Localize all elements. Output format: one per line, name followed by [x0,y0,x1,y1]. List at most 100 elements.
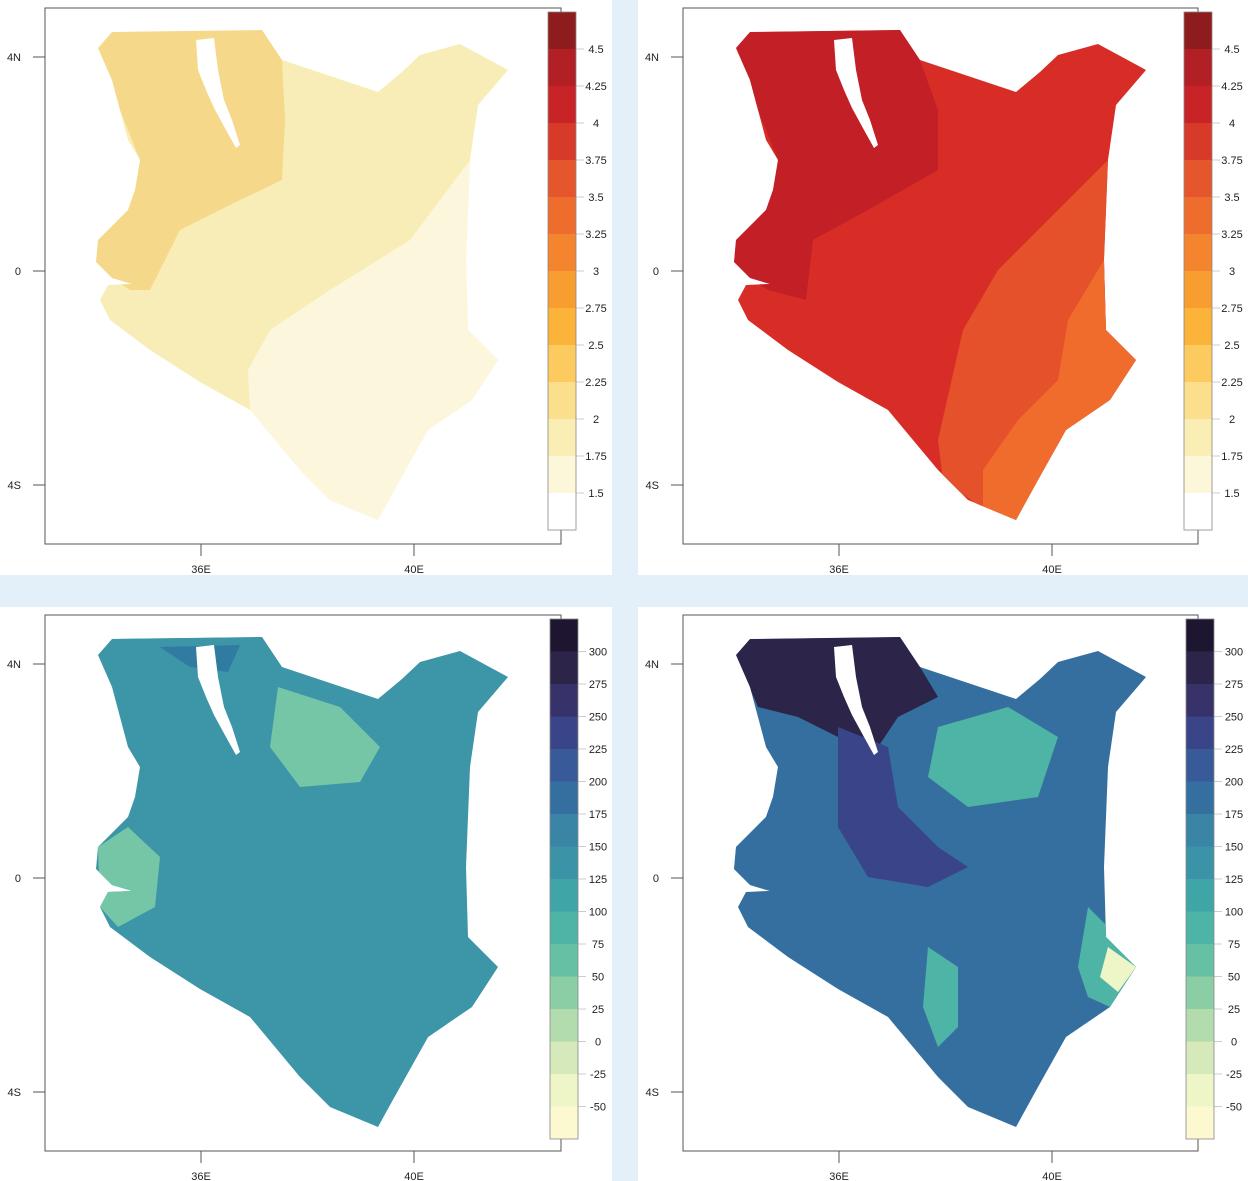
colorbar-label: 150 [589,842,607,854]
colorbar-swatch [1184,49,1212,86]
colorbar-swatch [1186,879,1214,912]
contour-zone [938,160,1136,520]
colorbar: 4.5 4.25 4 3.75 3.5 3.25 3 2.75 2.5 2.25 2 1.75 1.5 [1183,11,1243,531]
lat-label: 0 [15,266,21,278]
lat-label: 0 [653,266,659,278]
colorbar-label: 2.5 [588,340,603,352]
colorbar-label: 0 [595,1037,601,1049]
lat-label: 4S [646,480,659,492]
colorbar-label: 4 [1229,118,1235,130]
colorbar-swatch [548,419,576,456]
colorbar-label: -50 [1226,1102,1242,1114]
colorbar-label: 3 [593,266,599,278]
colorbar-label: 2.5 [1224,340,1239,352]
colorbar-label: 125 [1225,874,1243,886]
colorbar-swatch [1184,160,1212,197]
contour-zone [1100,947,1136,992]
colorbar: 4.5 4.25 4 3.75 3.5 3.25 3 2.75 2.5 2.25 2 1.75 1.5 [547,11,607,531]
lat-label: 4N [645,659,659,671]
colorbar-label: 4.5 [1224,44,1239,56]
colorbar-label: -25 [590,1069,606,1081]
colorbar-label: 2.25 [585,377,606,389]
colorbar-label: 75 [592,939,604,951]
colorbar-label: 2 [1229,414,1235,426]
colorbar-swatch [550,1009,578,1042]
contour-zone [928,707,1058,807]
lon-label: 36E [191,564,211,575]
lon-label: 40E [404,1171,424,1181]
colorbar-swatch [1186,781,1214,814]
colorbar-label: 2.75 [1221,303,1242,315]
panel-bottom-left: 4N 0 4S 36E 40E 300 275 250 225 200 175 150 125 100 75… [0,607,612,1181]
colorbar-swatch [1184,456,1212,493]
lat-label: 4N [645,52,659,64]
lat-label: 0 [15,873,21,885]
colorbar-label: 50 [1228,972,1240,984]
colorbar-label: 4.5 [588,44,603,56]
colorbar-label: 1.5 [1224,488,1239,500]
colorbar-swatch [1186,1106,1214,1139]
colorbar-label: 150 [1225,842,1243,854]
contour-zone [248,160,498,520]
lon-label: 40E [1042,564,1062,575]
colorbar-swatch [548,234,576,271]
colorbar-swatch [1184,308,1212,345]
colorbar-swatch [1186,716,1214,749]
colorbar-swatch [1186,911,1214,944]
lat-label: 4S [8,480,21,492]
contour-zone [923,947,958,1047]
colorbar-label: 250 [589,712,607,724]
colorbar-label: -25 [1226,1069,1242,1081]
lon-label: 36E [829,1171,849,1181]
map-top-right: 4N 0 4S 36E 40E 4.5 4.25 4 3.75 3.5 3.25 3 2.75 2.5 2.… [645,7,1243,575]
contour-zone [98,827,160,927]
colorbar-swatch [1186,684,1214,717]
colorbar-label: 1.75 [1221,451,1242,463]
contour-zone [310,937,450,1097]
colorbar-label: 3.75 [585,155,606,167]
colorbar-label: 300 [589,647,607,659]
contour-zones [734,30,1136,520]
colorbar-swatch [550,749,578,782]
colorbar-swatch [1184,345,1212,382]
colorbar-label: 3 [1229,266,1235,278]
contour-zone [838,727,968,887]
colorbar-swatch [1186,976,1214,1009]
colorbar-label: 3.5 [588,192,603,204]
colorbar-label: 3.25 [585,229,606,241]
lat-label: 4S [646,1087,659,1099]
colorbar-swatch [1184,234,1212,271]
colorbar-label: 25 [592,1004,604,1016]
lake-turkana [834,645,878,755]
colorbar-label: 1.5 [588,488,603,500]
colorbar-swatch [550,684,578,717]
colorbar-swatch [1184,123,1212,160]
colorbar-label: 175 [589,809,607,821]
contour-zone [112,637,282,707]
contour-zone [736,637,938,747]
colorbar-label: 75 [1228,939,1240,951]
contour-zones [734,637,1136,1047]
colorbar-swatch [1184,197,1212,234]
colorbar-swatch [550,814,578,847]
colorbar-swatch [1184,86,1212,123]
contour-zone [165,767,445,967]
colorbar-swatch [550,846,578,879]
colorbar-swatch [1184,382,1212,419]
contour-zone [96,30,285,290]
colorbar-swatch [1186,749,1214,782]
lon-label: 40E [1042,1171,1062,1181]
colorbar-label: 225 [1225,744,1243,756]
contour-zone [270,687,380,787]
colorbar-label: 4.25 [585,81,606,93]
colorbar-label: 3.75 [1221,155,1242,167]
colorbar-label: 4.25 [1221,81,1242,93]
colorbar-swatch [1184,12,1212,49]
colorbar-swatch [1186,1009,1214,1042]
colorbar-label: 2.75 [585,303,606,315]
colorbar-label: 275 [1225,679,1243,691]
kenya-map [96,30,508,520]
colorbar-label: 125 [589,874,607,886]
